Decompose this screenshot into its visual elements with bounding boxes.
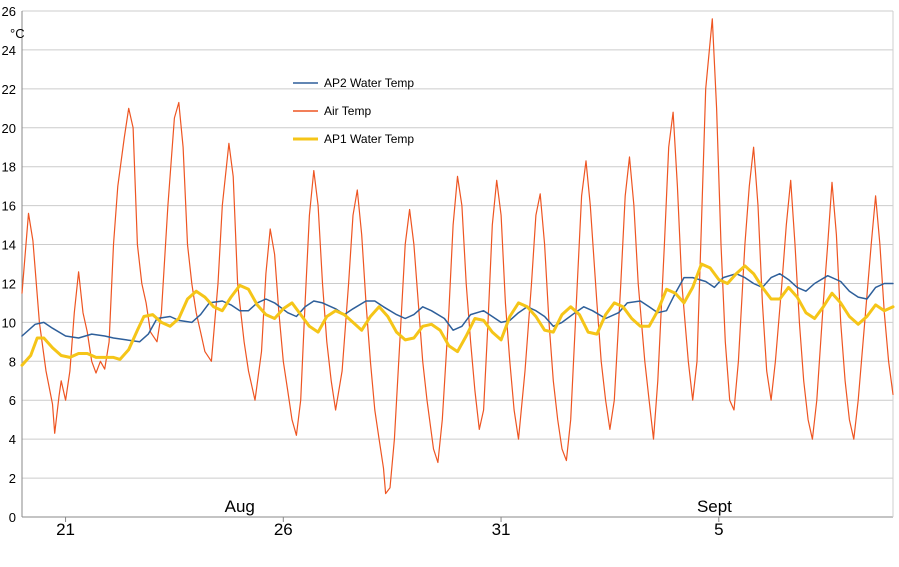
series-lines	[20, 18, 895, 495]
x-tick-label: 21	[56, 520, 75, 539]
y-tick-label: 4	[9, 432, 16, 447]
series-line-ap2-water-temp	[21, 272, 894, 343]
y-tick-label: 8	[9, 354, 16, 369]
legend-label: AP1 Water Temp	[324, 132, 414, 146]
legend-label: Air Temp	[324, 104, 371, 118]
y-tick-label: 24	[2, 43, 16, 58]
legend-label: AP2 Water Temp	[324, 76, 414, 90]
x-tick-labels: 21 26 31 5 Aug Sept	[56, 497, 732, 539]
y-tick-label: 12	[2, 276, 16, 291]
month-label: Sept	[697, 497, 732, 516]
y-tick-label: 26	[2, 4, 16, 19]
y-tick-label: 10	[2, 315, 16, 330]
y-tick-label: 2	[9, 471, 16, 486]
legend: AP2 Water Temp Air Temp AP1 Water Temp	[293, 76, 414, 146]
y-tick-label: 14	[2, 238, 16, 253]
y-tick-label: 22	[2, 82, 16, 97]
x-tick-label: 31	[492, 520, 511, 539]
y-tick-label: 20	[2, 121, 16, 136]
y-tick-label: 16	[2, 199, 16, 214]
y-tick-label: 6	[9, 393, 16, 408]
series-line-ap1-water-temp	[20, 262, 895, 367]
series-line-air-temp	[21, 18, 894, 495]
y-tick-label: 0	[9, 510, 16, 525]
y-axis-unit-label: °C	[10, 26, 25, 41]
x-tick-label: 26	[274, 520, 293, 539]
gridlines	[22, 10, 893, 518]
y-tick-label: 18	[2, 160, 16, 175]
x-tick-label: 5	[714, 520, 723, 539]
month-label: Aug	[225, 497, 255, 516]
